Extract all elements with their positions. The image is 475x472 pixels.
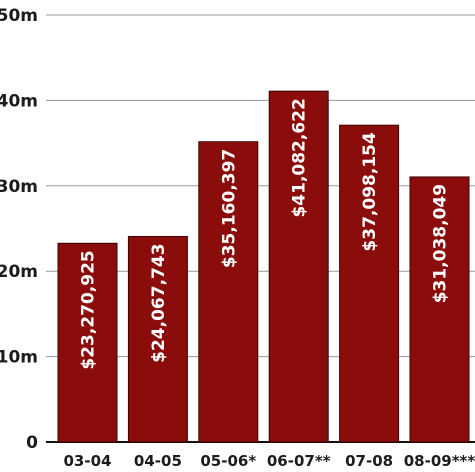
bar-value-labels: $23,270,925 $24,067,743 $35,160,397 $41,082… bbox=[79, 98, 451, 369]
x-tick-label: 04-05 bbox=[134, 452, 182, 470]
y-tick-label: 10m bbox=[0, 348, 38, 368]
bar-value-label: $37,098,154 bbox=[360, 132, 380, 252]
x-tick-label: 07-08 bbox=[345, 452, 393, 470]
bar-value-label: $31,038,049 bbox=[431, 184, 451, 303]
bar bbox=[339, 124, 400, 443]
y-tick-label: 20m bbox=[0, 262, 38, 282]
bar bbox=[57, 242, 118, 443]
y-tick-label: 30m bbox=[0, 177, 38, 197]
x-axis-tick-labels: 03-04 04-05 05-06* 06-07** 07-08 08-09*** bbox=[64, 452, 475, 470]
bar bbox=[268, 90, 329, 443]
x-tick-label: 05-06* bbox=[200, 452, 256, 470]
bar-value-label: $23,270,925 bbox=[79, 250, 99, 369]
y-tick-label: 0 bbox=[26, 433, 38, 453]
bar bbox=[127, 235, 188, 443]
x-tick-label: 06-07** bbox=[267, 452, 331, 470]
y-axis-tick-labels: 0 10m 20m 30m 40m 50m bbox=[0, 6, 38, 453]
y-tick-label: 40m bbox=[0, 91, 38, 111]
bar-value-label: $35,160,397 bbox=[219, 149, 239, 268]
bar-value-label: $41,082,622 bbox=[290, 98, 310, 217]
x-tick-label: 08-09*** bbox=[404, 452, 475, 470]
y-tick-label: 50m bbox=[0, 6, 38, 26]
bars bbox=[57, 90, 470, 443]
bar bbox=[198, 141, 259, 443]
x-tick-label: 03-04 bbox=[64, 452, 112, 470]
bar bbox=[409, 176, 470, 443]
bar-value-label: $24,067,743 bbox=[149, 243, 169, 362]
